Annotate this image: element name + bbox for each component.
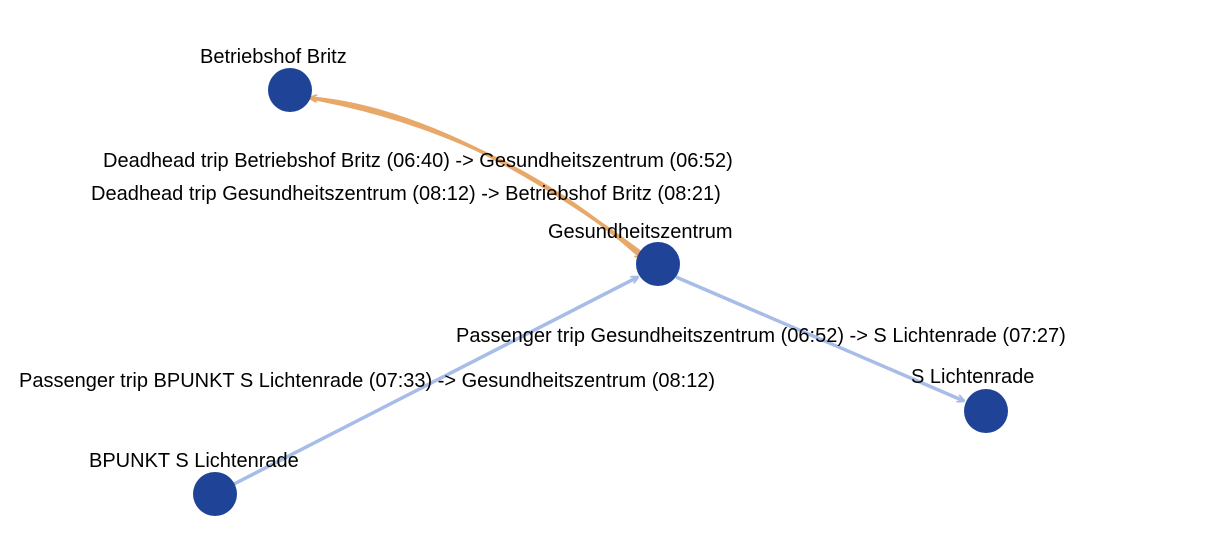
node-label-betriebshof-britz: Betriebshof Britz: [200, 46, 347, 68]
edge-label-passenger-back: Passenger trip BPUNKT S Lichtenrade (07:…: [19, 370, 716, 392]
edge-deadhead-gesundheitszentrum-to-britz: [310, 98, 642, 254]
edge-label-passenger-out: Passenger trip Gesundheitszentrum (06:52…: [456, 325, 1066, 347]
node-label-gesundheitszentrum: Gesundheitszentrum: [548, 221, 733, 243]
edge-label-deadhead-back: Deadhead trip Gesundheitszentrum (08:12)…: [91, 183, 721, 205]
edge-label-deadhead-out: Deadhead trip Betriebshof Britz (06:40) …: [103, 150, 733, 172]
edge-passenger-bpunkt-to-gesundheitszentrum: [233, 275, 638, 486]
node-bpunkt-s-lichtenrade[interactable]: [193, 472, 237, 516]
node-s-lichtenrade[interactable]: [964, 389, 1008, 433]
node-label-s-lichtenrade: S Lichtenrade: [911, 366, 1035, 388]
node-gesundheitszentrum[interactable]: [636, 242, 680, 286]
edge-passenger-gesundheitszentrum-to-lichtenrade: [675, 275, 964, 401]
node-label-bpunkt-s-lichtenrade: BPUNKT S Lichtenrade: [89, 450, 299, 472]
node-betriebshof-britz[interactable]: [268, 68, 312, 112]
